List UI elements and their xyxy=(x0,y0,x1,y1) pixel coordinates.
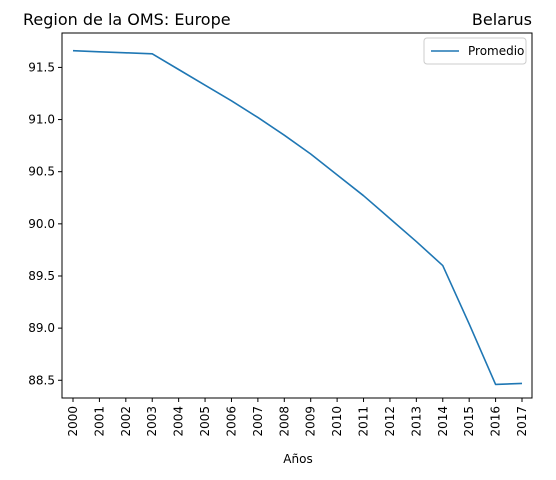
x-tick-label: 2002 xyxy=(119,406,133,437)
y-tick-label: 91.5 xyxy=(28,60,55,74)
y-axis: 88.5 89.0 89.5 90.0 90.5 91.0 91.5 xyxy=(28,60,62,387)
x-tick-label: 2013 xyxy=(409,406,423,437)
y-tick-label: 90.5 xyxy=(28,165,55,179)
x-tick-label: 2005 xyxy=(198,406,212,437)
y-tick-label: 91.0 xyxy=(28,113,55,127)
series-line-promedio xyxy=(72,49,523,386)
x-tick-label: 2015 xyxy=(462,406,476,437)
chart-title: Region de la OMS: Europe xyxy=(23,10,231,29)
y-tick-label: 89.0 xyxy=(28,321,55,335)
x-tick-label: 2003 xyxy=(145,406,159,437)
country-label: Belarus xyxy=(472,10,532,29)
x-tick-label: 2004 xyxy=(172,406,186,437)
x-tick-label: 2008 xyxy=(277,406,291,437)
legend: Promedio xyxy=(423,37,527,65)
x-axis-label: Años xyxy=(283,452,312,466)
x-tick-label: 2007 xyxy=(251,406,265,437)
x-tick-label: 2009 xyxy=(304,406,318,437)
legend-label: Promedio xyxy=(468,44,524,58)
y-tick-label: 90.0 xyxy=(28,217,55,231)
x-tick-label: 2014 xyxy=(436,406,450,437)
x-tick-label: 2001 xyxy=(92,406,106,437)
y-tick-label: 89.5 xyxy=(28,269,55,283)
x-tick-label: 2017 xyxy=(515,406,529,437)
plot-frame xyxy=(61,32,533,399)
y-tick-label: 88.5 xyxy=(28,373,55,387)
x-tick-label: 2012 xyxy=(383,406,397,437)
x-tick-label: 2011 xyxy=(357,406,371,437)
x-axis: 2000 2001 2002 2003 2004 2005 2006 2007 2008 2009… xyxy=(66,398,529,437)
x-tick-label: 2010 xyxy=(330,406,344,437)
legend-box xyxy=(423,37,527,65)
x-tick-label: 2016 xyxy=(489,406,503,437)
x-tick-label: 2006 xyxy=(224,406,238,437)
x-tick-label: 2000 xyxy=(66,406,80,437)
plot-area xyxy=(61,32,533,399)
